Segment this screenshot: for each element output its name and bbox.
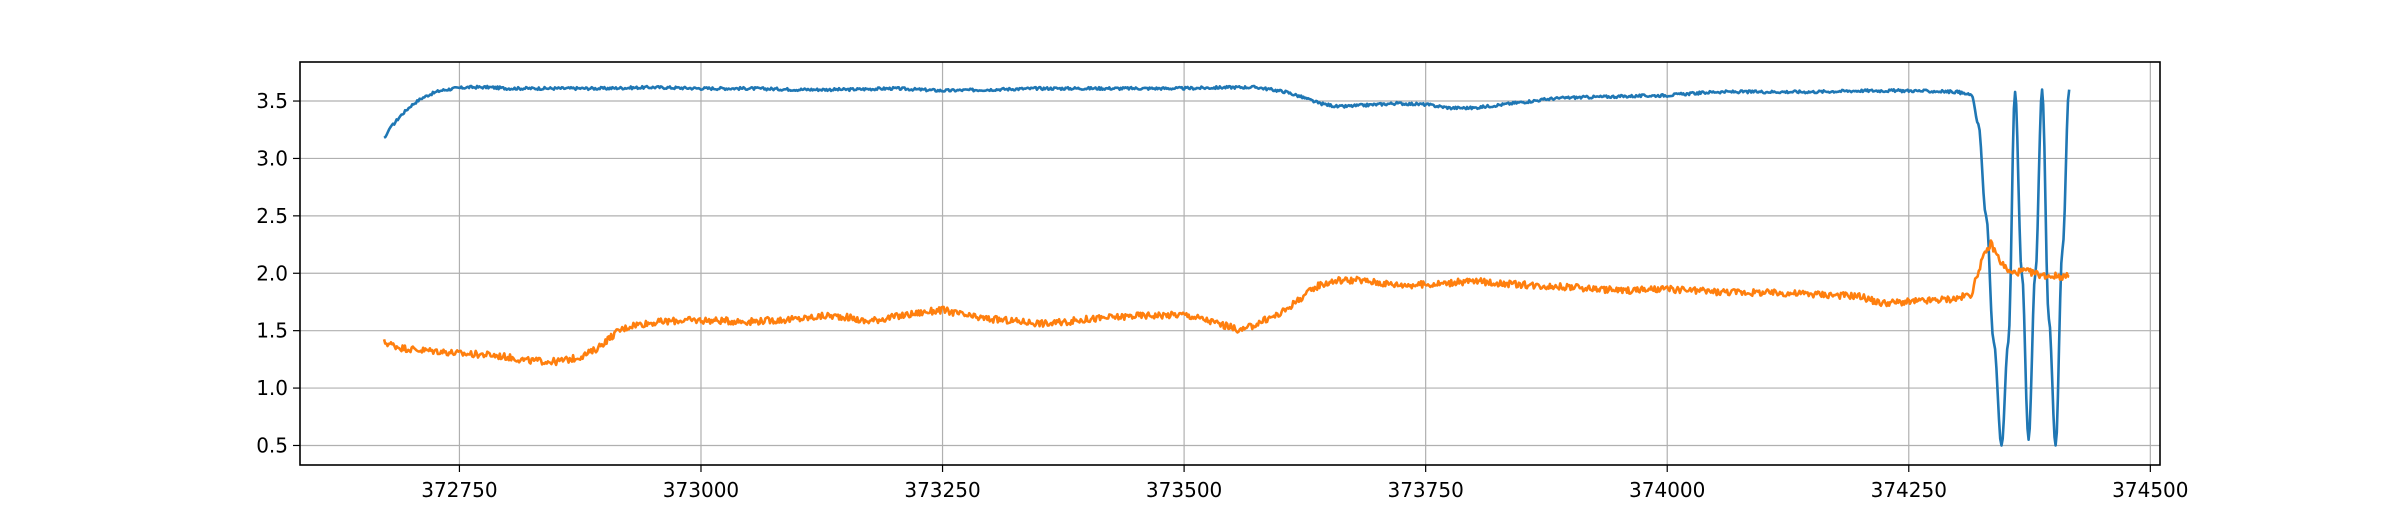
- y-tick-label: 0.5: [256, 433, 288, 457]
- x-tick-label: 372750: [421, 478, 497, 502]
- x-tick-label: 374000: [1629, 478, 1705, 502]
- y-tick-label: 2.0: [256, 261, 288, 285]
- x-tick-label: 373500: [1146, 478, 1222, 502]
- tick-layer: 372750 373000 373250 373500 373750 374000 3742…: [256, 89, 2188, 502]
- grid-layer: [300, 62, 2160, 465]
- y-tick-label: 2.5: [256, 204, 288, 228]
- y-tick-label: 1.0: [256, 376, 288, 400]
- plot-frame: [299, 61, 2161, 466]
- x-tick-label: 373250: [904, 478, 980, 502]
- series-line-1: [383, 84, 2071, 447]
- x-tick-label: 374250: [1871, 478, 1947, 502]
- x-tick-label: 374500: [2112, 478, 2188, 502]
- y-tick-label: 3.5: [256, 89, 288, 113]
- series-line-2: [382, 239, 2070, 367]
- y-tick-label: 1.5: [256, 319, 288, 343]
- x-tick-label: 373000: [663, 478, 739, 502]
- series-layer: [382, 84, 2071, 447]
- x-tick-label: 373750: [1387, 478, 1463, 502]
- y-tick-label: 3.0: [256, 146, 288, 170]
